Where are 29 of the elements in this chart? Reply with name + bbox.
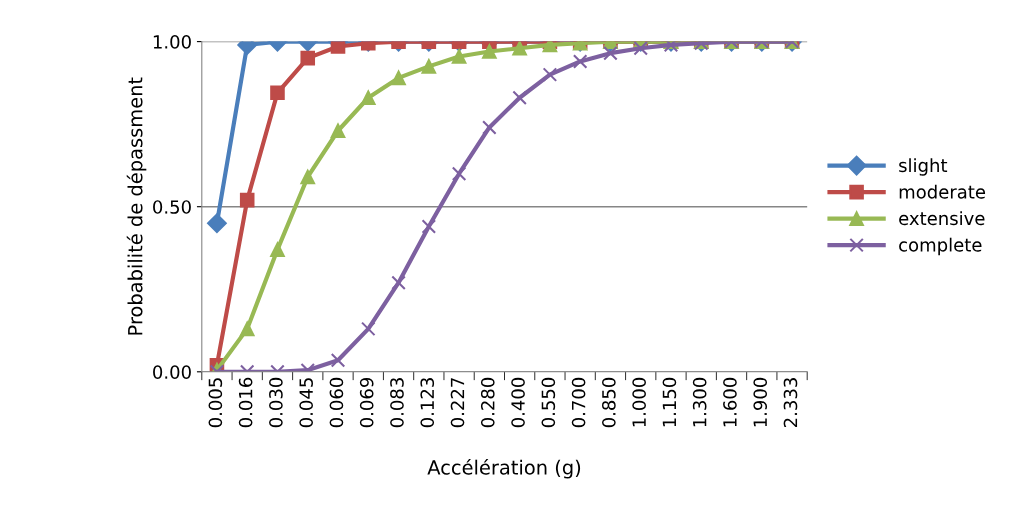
y-tick-label: 0.50 xyxy=(153,200,191,214)
x-tick-label: 2.333 xyxy=(783,378,798,428)
x-tick-label: 0.850 xyxy=(602,377,616,428)
x-tick-label: 0.069 xyxy=(359,377,374,428)
x-tick-label: 0.400 xyxy=(511,377,525,428)
y-axis-title: Probabilité de dépassment xyxy=(126,77,147,335)
x-tick-label: 1.150 xyxy=(662,377,677,427)
x-axis-title: Accélération (g) xyxy=(427,458,581,479)
y-tick-label: 0.00 xyxy=(153,365,191,379)
legend-label: moderate xyxy=(899,184,986,199)
legend-label: extensive xyxy=(899,211,985,226)
x-tick-label: 0.005 xyxy=(208,378,223,428)
x-tick-label: 0.227 xyxy=(450,378,465,428)
y-tick-label: 1.00 xyxy=(153,35,191,49)
legend-label: complete xyxy=(899,237,982,256)
x-tick-label: 0.060 xyxy=(329,377,344,428)
x-tick-label: 0.550 xyxy=(541,377,556,428)
x-tick-label: 0.083 xyxy=(390,378,404,428)
x-tick-label: 0.123 xyxy=(420,378,435,428)
x-tick-label: 1.000 xyxy=(632,377,646,427)
x-tick-label: 1.600 xyxy=(723,377,737,427)
x-tick-label: 0.016 xyxy=(238,377,253,428)
x-tick-label: 0.030 xyxy=(269,377,283,428)
x-tick-label: 1.300 xyxy=(692,377,707,427)
legend-label: slight xyxy=(899,158,948,176)
x-tick-label: 1.900 xyxy=(753,377,768,427)
x-tick-label: 0.280 xyxy=(480,377,495,428)
x-tick-label: 0.045 xyxy=(299,378,313,428)
x-tick-label: 0.700 xyxy=(571,377,586,428)
